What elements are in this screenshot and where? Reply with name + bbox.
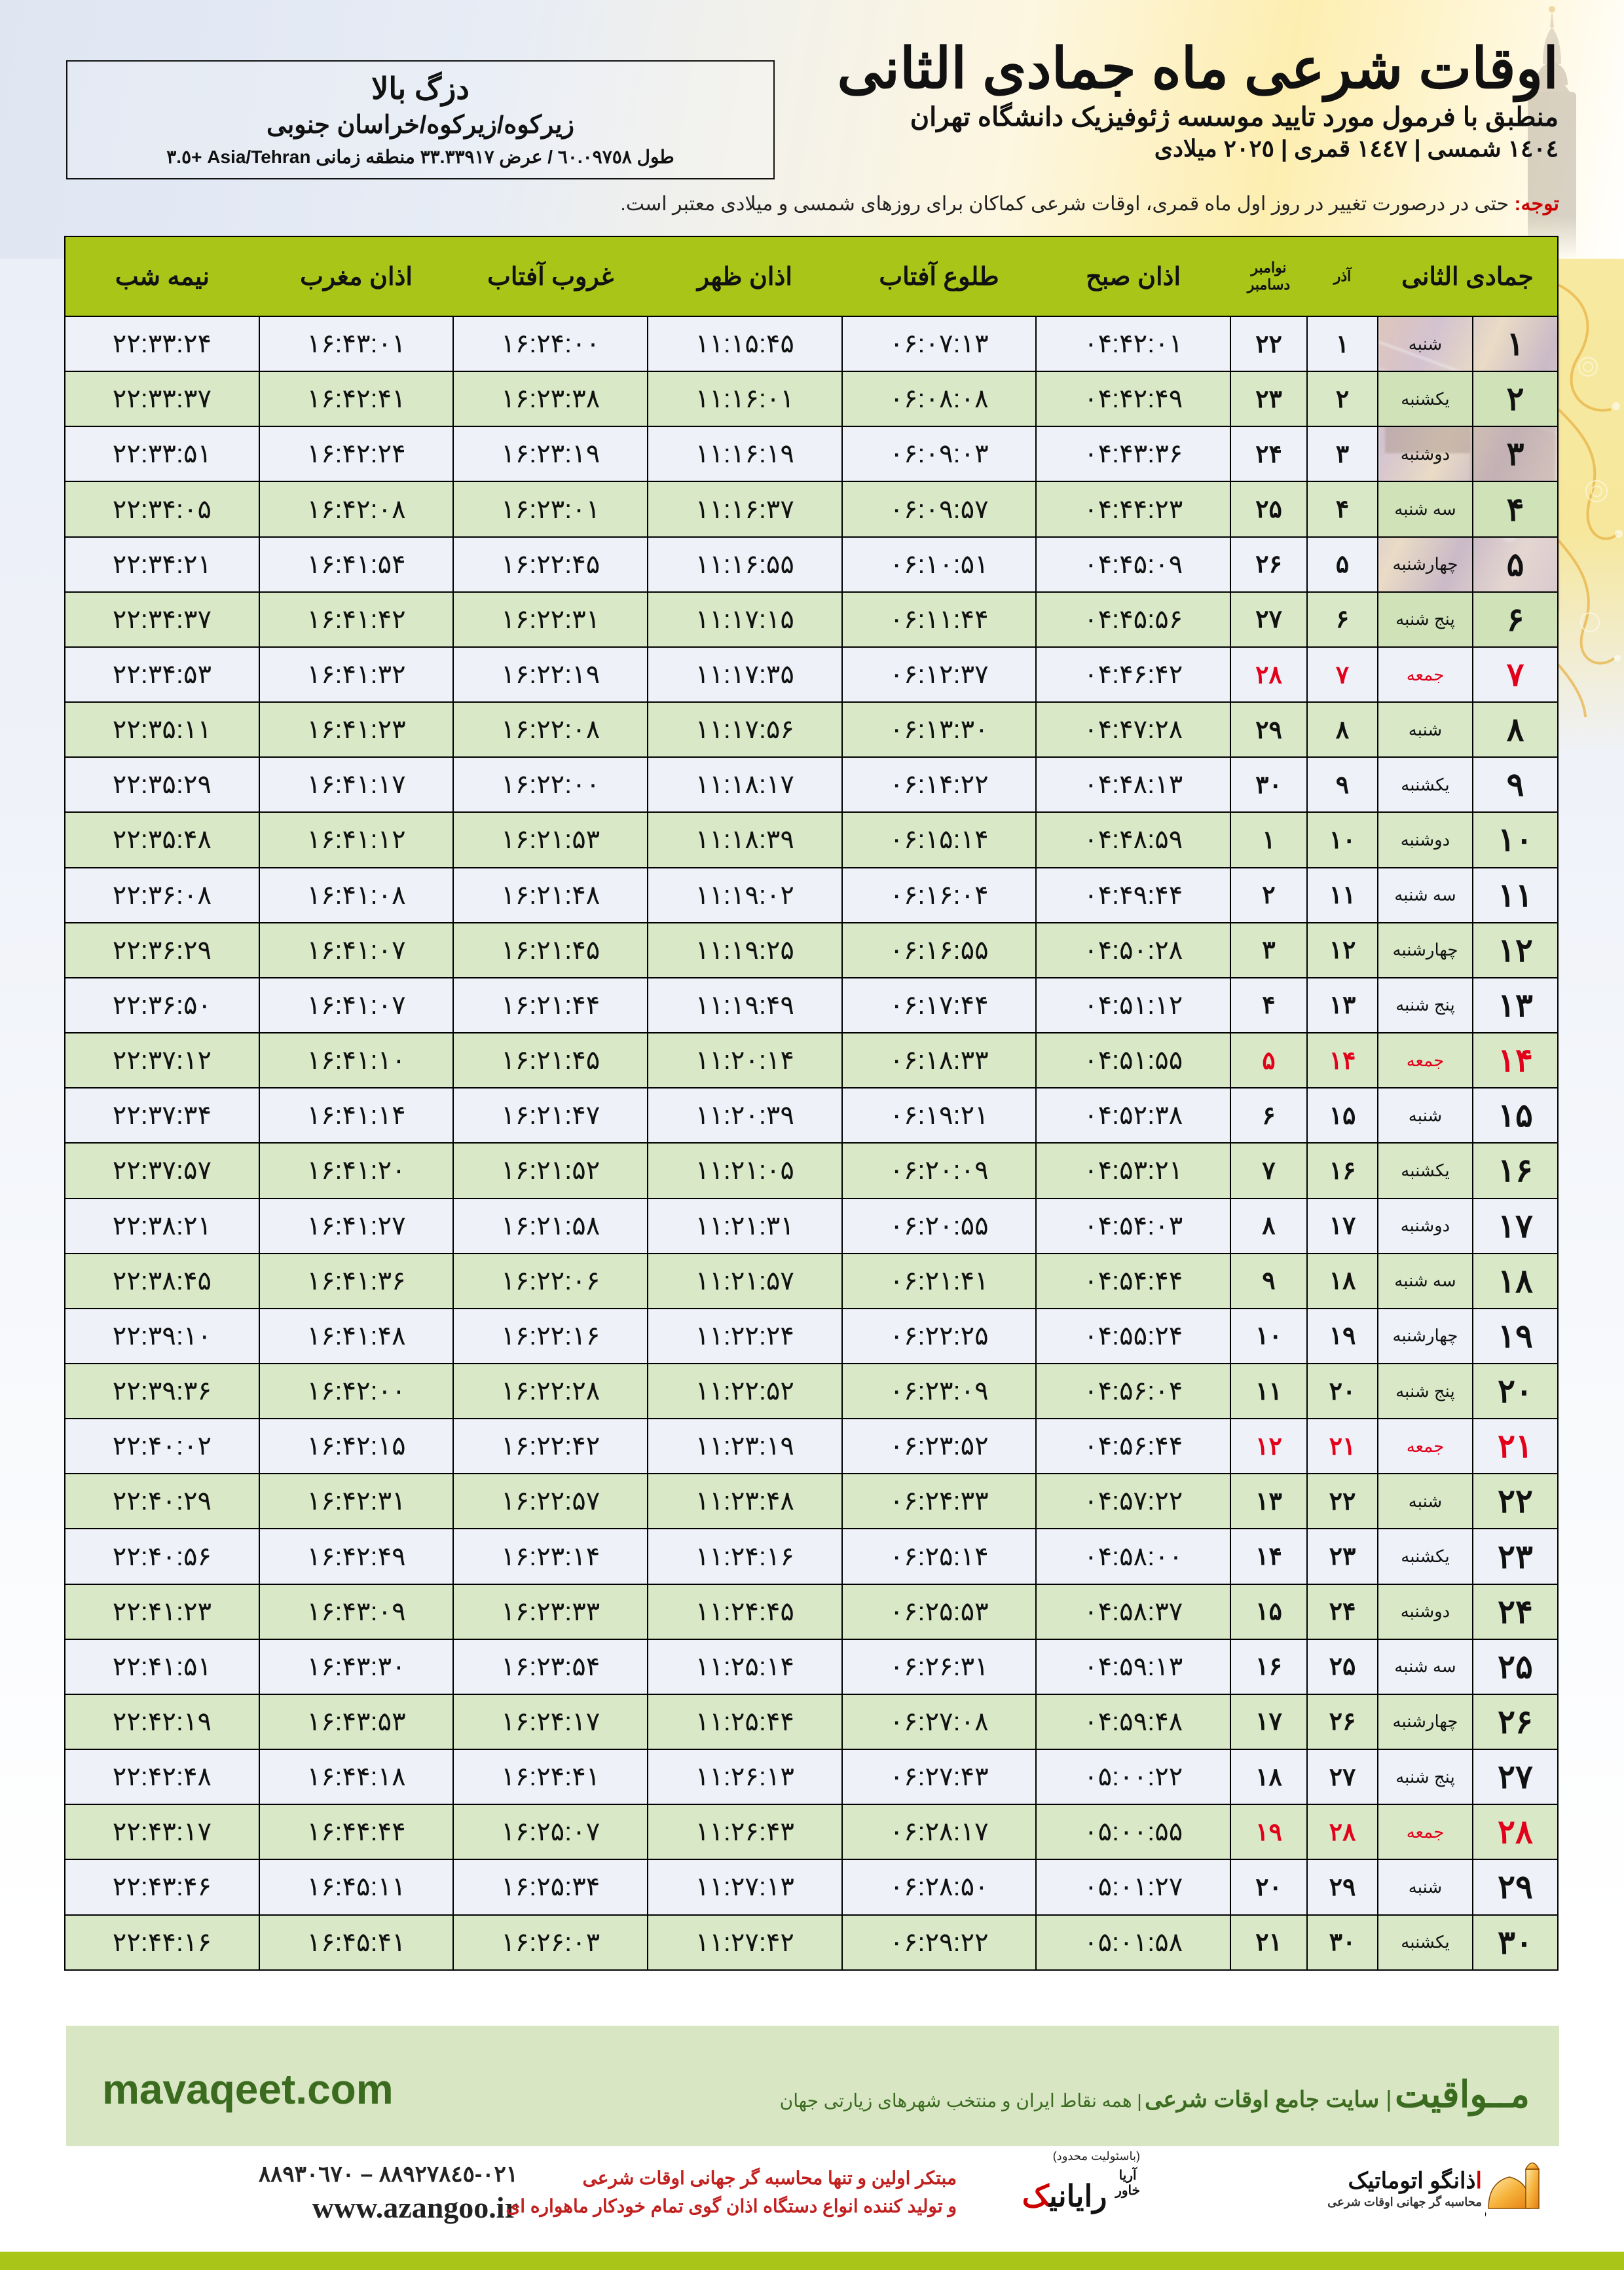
svg-text:azangoo: azangoo	[1485, 2207, 1486, 2220]
